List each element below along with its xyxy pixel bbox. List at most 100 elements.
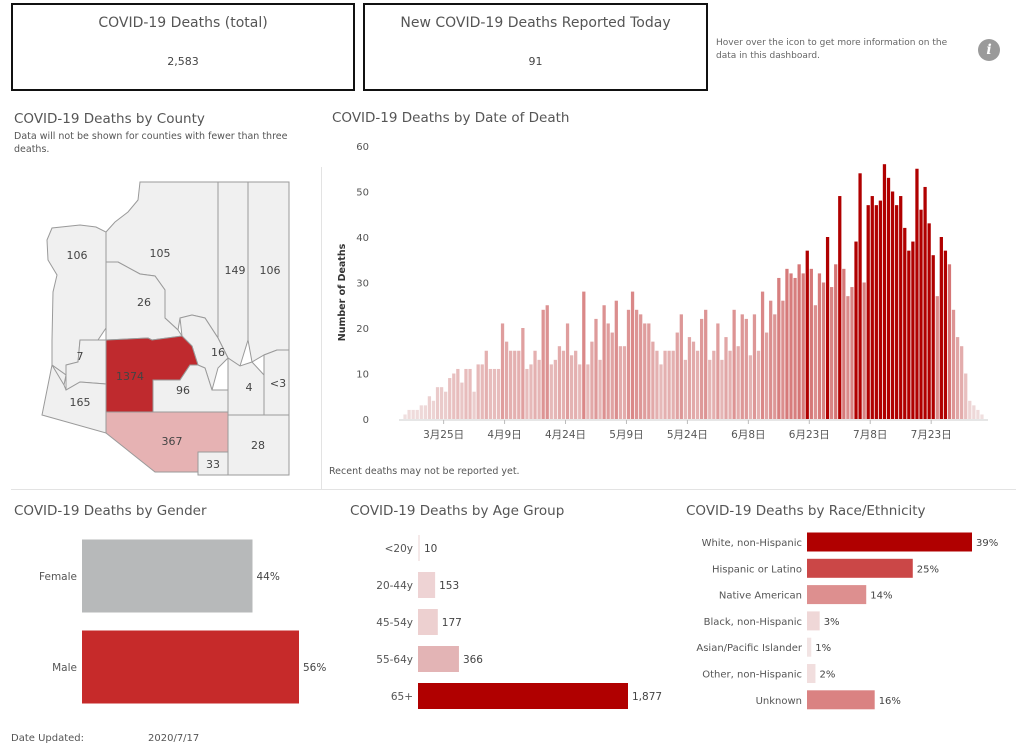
gender-chart: Female 44% Male 56% (39, 539, 326, 704)
data-label: 1,877 (632, 691, 662, 703)
data-bar (82, 539, 253, 613)
date-bar (537, 359, 541, 419)
date-bar (456, 368, 460, 419)
date-bar (407, 409, 411, 419)
date-bar (748, 355, 753, 419)
data-bar (807, 637, 812, 657)
divider (321, 167, 322, 489)
gender-chart-title: COVID-19 Deaths by Gender (14, 503, 207, 519)
date-bar (756, 350, 761, 419)
date-bar (618, 346, 622, 419)
x-tick-label: 5月24日 (667, 429, 708, 441)
county-map-subtitle: Data will not be shown for counties with… (14, 131, 288, 155)
date-bar (659, 364, 663, 419)
date-bar (732, 309, 736, 419)
date-bar (614, 300, 618, 419)
race-ethnicity-chart: White, non-Hispanic 39% Hispanic or Latino… (696, 532, 998, 710)
date-bar (793, 277, 797, 419)
x-tick-label: 7月23日 (911, 429, 952, 441)
data-label: 1% (815, 643, 831, 654)
date-of-death-chart: 0 10 20 30 40 50 60 Number of Deaths 3月25日 4月9日 4月… (337, 142, 988, 441)
date-bar (687, 337, 692, 419)
data-label: 10 (424, 543, 437, 555)
date-bar (529, 364, 533, 419)
date-bar (878, 200, 883, 419)
date-bar (606, 323, 610, 419)
date-bar (460, 382, 464, 419)
date-bar (484, 350, 488, 419)
date-bar (858, 173, 862, 419)
date-bar (972, 405, 976, 419)
info-icon[interactable]: i (978, 39, 1000, 61)
date-bar (496, 368, 501, 419)
date-bar (439, 387, 444, 419)
date-bar (448, 378, 452, 419)
category-label: Other, non-Hispanic (702, 670, 802, 681)
county-label: <3 (270, 377, 286, 390)
date-bar (854, 241, 858, 419)
data-bar (807, 558, 913, 578)
date-bar (435, 387, 440, 419)
race-chart-title: COVID-19 Deaths by Race/Ethnicity (686, 503, 926, 519)
date-bar (683, 359, 688, 419)
x-tick-label: 4月9日 (487, 429, 521, 441)
data-label: 25% (917, 564, 939, 575)
date-bar (980, 414, 984, 419)
county-label: 105 (150, 247, 171, 260)
county-label: 4 (246, 381, 253, 394)
date-bar (939, 237, 943, 419)
date-bar (549, 364, 553, 419)
date-bar (525, 368, 529, 419)
date-bar (911, 241, 915, 419)
date-bar (895, 205, 899, 419)
date-bar (500, 323, 505, 419)
county-label: 1374 (116, 370, 144, 383)
x-tick-label: 6月23日 (789, 429, 830, 441)
date-bar (960, 346, 964, 419)
y-tick-label: 30 (356, 279, 369, 290)
data-label: 56% (303, 662, 326, 674)
category-label: Unknown (756, 696, 802, 707)
date-bar (728, 350, 732, 419)
date-bar (679, 314, 683, 419)
date-bar (777, 277, 781, 419)
date-bar (509, 350, 513, 419)
date-bar (626, 309, 631, 419)
county-yuma[interactable] (41, 363, 107, 434)
data-bar (418, 683, 628, 709)
date-bar (919, 209, 923, 419)
hover-note: Hover over the icon to get more informat… (716, 38, 948, 61)
county-santacruz[interactable] (197, 451, 229, 476)
date-bar (947, 264, 952, 419)
date-bar (671, 350, 675, 419)
date-updated-label: Date Updated: (11, 733, 85, 744)
y-tick-label: 60 (356, 142, 369, 153)
date-bar (643, 323, 647, 419)
date-bar (639, 314, 643, 419)
date-bar (797, 264, 801, 419)
county-label: 149 (225, 264, 246, 277)
date-bar (846, 296, 850, 419)
data-bar (807, 611, 820, 631)
date-bar (574, 350, 578, 419)
date-bar (452, 373, 456, 419)
data-bar (418, 646, 459, 672)
date-bar (610, 332, 614, 419)
date-bar (724, 337, 728, 419)
date-bar (561, 350, 566, 419)
category-label: Black, non-Hispanic (704, 617, 802, 628)
date-bar (622, 346, 627, 419)
date-bar (927, 223, 931, 419)
date-bar (586, 364, 590, 419)
y-tick-label: 50 (356, 188, 369, 199)
date-bar (545, 305, 549, 419)
date-updated-value: 2020/7/17 (148, 733, 200, 744)
date-bar (817, 273, 822, 419)
date-bar (533, 350, 537, 419)
data-label: 153 (439, 580, 459, 592)
y-tick-label: 0 (363, 415, 369, 426)
new-deaths-title: New COVID-19 Deaths Reported Today (400, 15, 671, 31)
date-bar (760, 291, 765, 419)
y-tick-label: 10 (356, 370, 369, 381)
date-bar (769, 300, 773, 419)
